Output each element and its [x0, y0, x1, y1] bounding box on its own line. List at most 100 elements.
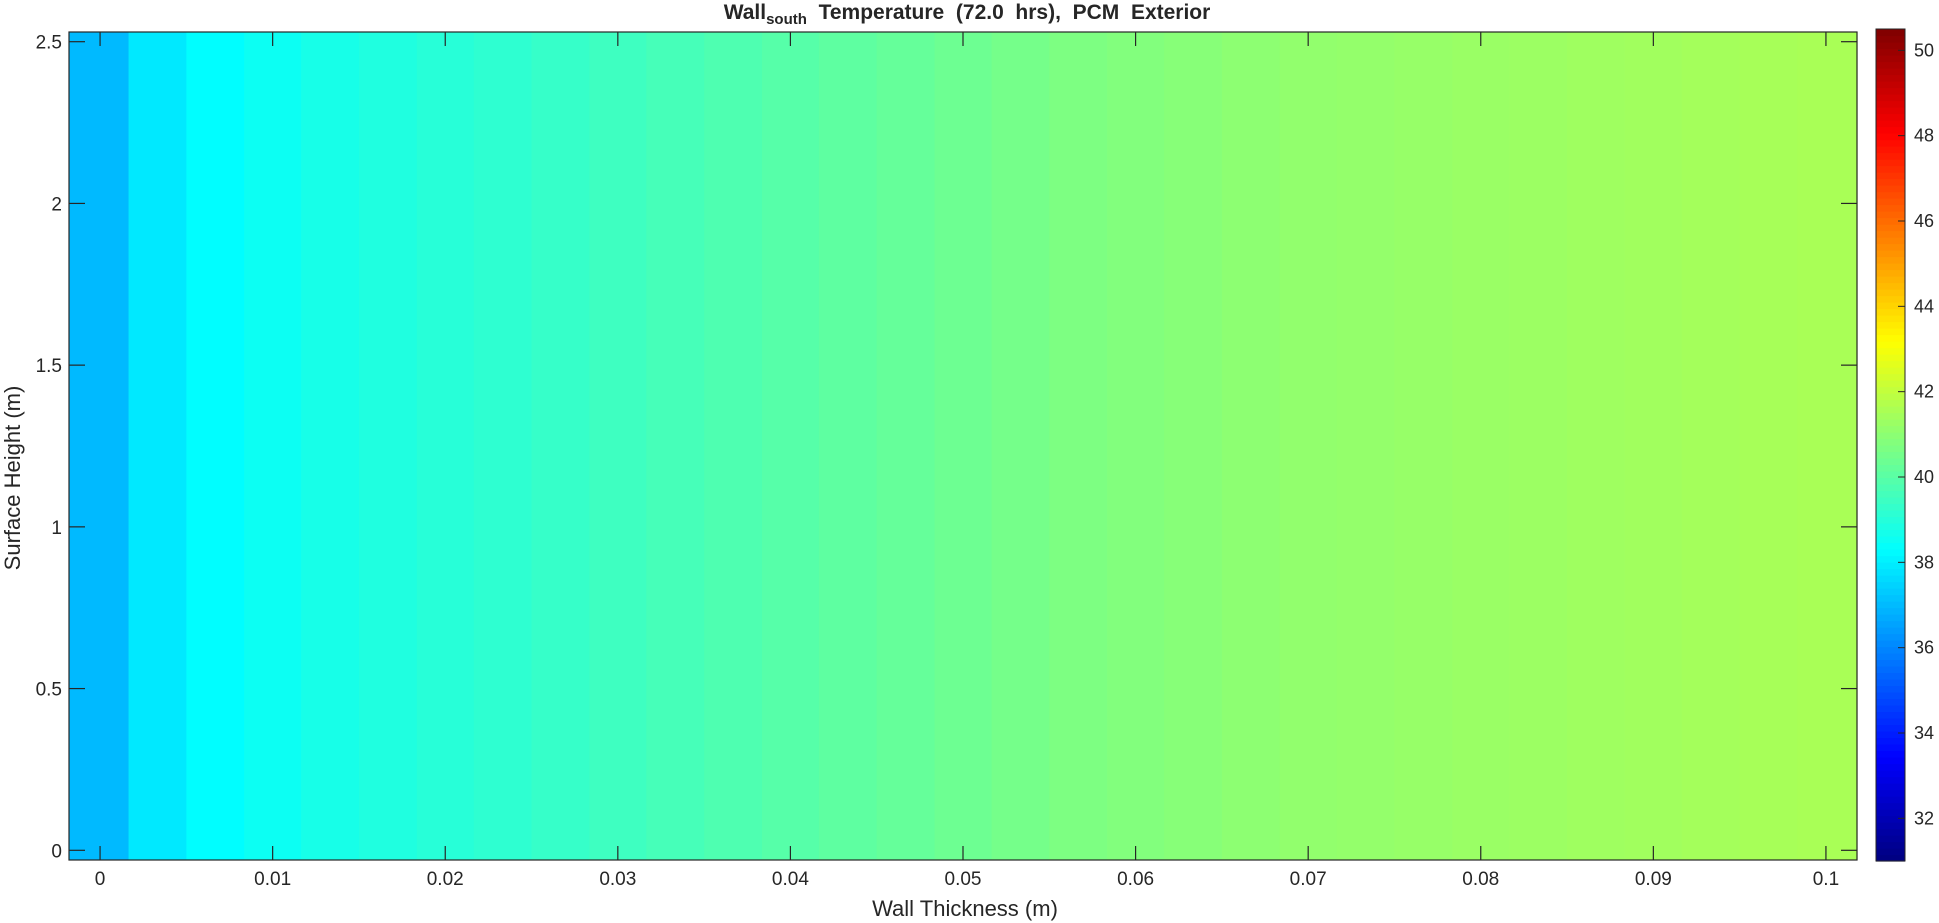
colorbar-segment: [1876, 74, 1905, 82]
y-tick-label: 2.5: [36, 33, 62, 54]
colorbar-segment: [1876, 185, 1905, 193]
colorbar-segment: [1876, 724, 1905, 732]
heatmap-cell: [818, 32, 878, 860]
y-tick-label: 0.5: [36, 680, 62, 701]
heatmap-cell: [1739, 32, 1799, 860]
heatmap-cell: [991, 32, 1050, 860]
colorbar-segment: [1876, 835, 1905, 843]
heatmap-cell: [761, 32, 820, 860]
heatmap-cell: [1509, 32, 1568, 860]
colorbar-segment: [1876, 198, 1905, 206]
colorbar-segment: [1876, 48, 1905, 56]
heatmap-cell: [473, 32, 533, 860]
heatmap-cell: [1624, 32, 1683, 860]
heatmap-cell: [1797, 32, 1858, 860]
colorbar-segment: [1876, 679, 1905, 687]
colorbar-segment: [1876, 510, 1905, 518]
colorbar-segment: [1876, 731, 1905, 739]
colorbar-segment: [1876, 373, 1905, 381]
colorbar-segment: [1876, 841, 1905, 849]
colorbar-segment: [1876, 542, 1905, 550]
colorbar-segment: [1876, 607, 1905, 615]
x-tick-label: 0.1: [1813, 869, 1839, 890]
colorbar-segment: [1876, 653, 1905, 661]
colorbar-segment: [1876, 100, 1905, 108]
colorbar-segment: [1876, 802, 1905, 810]
colorbar-segment: [1876, 328, 1905, 336]
x-tick-label: 0.01: [254, 869, 291, 890]
colorbar-segment: [1876, 848, 1905, 856]
colorbar-segment: [1876, 55, 1905, 63]
x-tick-label: 0.05: [945, 869, 982, 890]
colorbar-segment: [1876, 627, 1905, 635]
colorbar-segment: [1876, 211, 1905, 219]
colorbar-tick-label: 38: [1914, 552, 1934, 572]
x-tick-label: 0.04: [772, 869, 809, 890]
y-axis-label: Surface Height (m): [0, 386, 25, 571]
colorbar-segment: [1876, 588, 1905, 596]
heatmap-cell: [416, 32, 475, 860]
heatmap-cell: [186, 32, 245, 860]
colorbar-tick-label: 48: [1914, 126, 1934, 146]
heatmap-cells: [69, 32, 1858, 860]
colorbar-segment: [1876, 341, 1905, 349]
colorbar-segment: [1876, 35, 1905, 43]
chart-title-rest: Temperature (72.0 hrs), PCM Exterior: [807, 1, 1210, 24]
x-axis-label: Wall Thickness (m): [872, 896, 1058, 921]
colorbar-segment: [1876, 672, 1905, 680]
y-tick-label: 2: [51, 194, 62, 215]
chart-title: Wallsouth Temperature (72.0 hrs), PCM Ex…: [724, 1, 1211, 28]
colorbar-segment: [1876, 113, 1905, 121]
heatmap-cell: [244, 32, 302, 860]
colorbar-segment: [1876, 458, 1905, 466]
colorbar-segment: [1876, 61, 1905, 69]
colorbar-segment: [1876, 29, 1905, 37]
y-tick-label: 1: [51, 518, 62, 539]
heatmap-cell: [69, 32, 130, 860]
colorbar-segment: [1876, 555, 1905, 563]
plot-axes: 0 0.01 0.02 0.03 0.04 0.05 0.06 0.07 0.08 0.09 0.1…: [36, 31, 1858, 890]
colorbar-segment: [1876, 159, 1905, 167]
heatmap-cell: [301, 32, 360, 860]
colorbar-segment: [1876, 432, 1905, 440]
colorbar-segment: [1876, 386, 1905, 394]
y-tick-label: 0: [51, 841, 62, 862]
colorbar-segment: [1876, 562, 1905, 570]
colorbar-segment: [1876, 68, 1905, 76]
heatmap-cell: [1107, 32, 1165, 860]
colorbar-segment: [1876, 107, 1905, 115]
colorbar-segment: [1876, 822, 1905, 830]
colorbar-segment: [1876, 477, 1905, 485]
colorbar-segment: [1876, 276, 1905, 284]
colorbar-segment: [1876, 471, 1905, 479]
heatmap-cell: [589, 32, 647, 860]
colorbar-segment: [1876, 685, 1905, 693]
colorbar-tick-label: 34: [1914, 723, 1934, 743]
colorbar-segment: [1876, 42, 1905, 50]
chart-title-subscript: south: [766, 11, 807, 28]
colorbar-segment: [1876, 295, 1905, 303]
colorbar-segment: [1876, 451, 1905, 459]
colorbar-segment: [1876, 380, 1905, 388]
colorbar-segment: [1876, 263, 1905, 271]
colorbar-segment: [1876, 783, 1905, 791]
colorbar-segment: [1876, 230, 1905, 238]
colorbar-segment: [1876, 152, 1905, 160]
colorbar-segment: [1876, 87, 1905, 95]
colorbar-segment: [1876, 250, 1905, 258]
colorbar-tick-label: 32: [1914, 808, 1934, 828]
colorbar-segment: [1876, 536, 1905, 544]
heatmap-cell: [531, 32, 590, 860]
colorbar-segment: [1876, 146, 1905, 154]
colorbar-segment: [1876, 854, 1905, 862]
colorbar-segment: [1876, 789, 1905, 797]
colorbar-segment: [1876, 191, 1905, 199]
colorbar-segment: [1876, 490, 1905, 498]
heatmap-cell: [646, 32, 705, 860]
colorbar-segment: [1876, 646, 1905, 654]
colorbar-segment: [1876, 568, 1905, 576]
heatmap-cell: [1452, 32, 1510, 860]
colorbar-segment: [1876, 126, 1905, 134]
x-tick-label: 0.03: [599, 869, 636, 890]
